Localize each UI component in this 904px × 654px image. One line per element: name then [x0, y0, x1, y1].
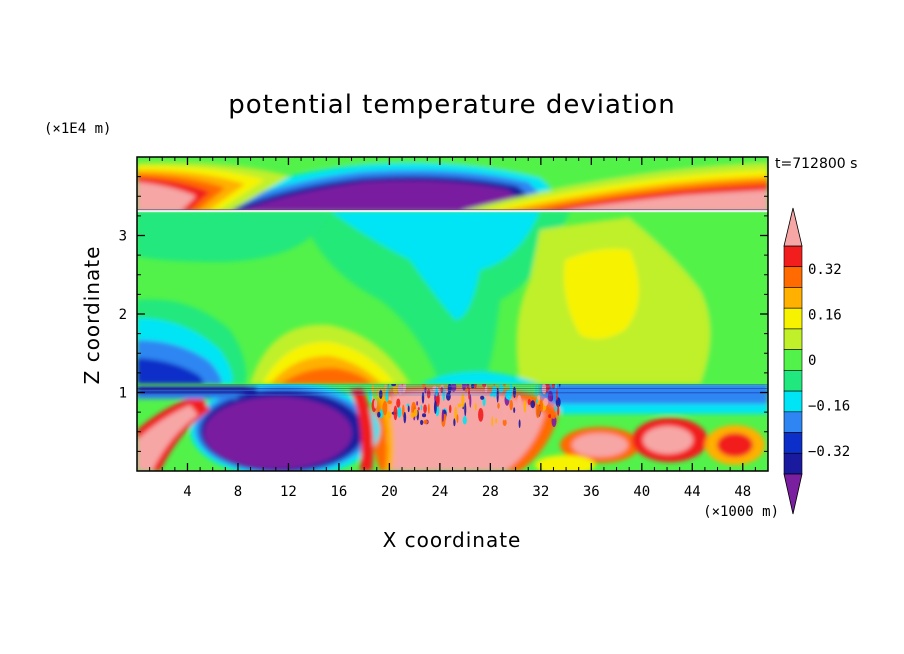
x-tick-label: 36	[583, 484, 600, 500]
time-label: t=712800 s	[775, 156, 857, 172]
x-tick-label: 12	[280, 484, 297, 500]
y-axis-label: Z coordinate	[80, 246, 104, 385]
colorbar-tick-label: 0	[808, 353, 816, 369]
x-tick-label: 24	[431, 484, 448, 500]
chart-title: potential temperature deviation	[228, 90, 675, 120]
x-tick-label: 32	[532, 484, 549, 500]
x-tick-label: 20	[381, 484, 398, 500]
x-unit-label: (×1000 m)	[703, 504, 779, 520]
x-tick-label: 16	[330, 484, 347, 500]
x-axis: 4 8 12 16 20 24 28 32 36 40 44 48	[149, 157, 756, 500]
x-tick-label: 4	[183, 484, 191, 500]
colorbar-tick-label: 0.32	[808, 262, 842, 278]
x-tick-label: 8	[234, 484, 242, 500]
y-unit-label: (×1E4 m)	[44, 121, 111, 137]
contour-field	[137, 157, 768, 471]
x-tick-label: 44	[684, 484, 701, 500]
x-tick-label: 48	[734, 484, 751, 500]
colorbar-swatch	[783, 432, 803, 454]
colorbar: 0.32 0.16 0 −0.16 −0.32	[783, 207, 850, 515]
colorbar-tick-label: −0.16	[808, 399, 850, 415]
x-axis-label: X coordinate	[383, 528, 522, 552]
y-tick-label: 3	[119, 229, 127, 245]
colorbar-swatch	[783, 287, 803, 309]
x-tick-label: 28	[482, 484, 499, 500]
colorbar-swatch	[783, 452, 803, 475]
colorbar-swatch	[783, 349, 803, 371]
colorbar-swatch	[783, 328, 803, 350]
x-tick-label: 40	[633, 484, 650, 500]
colorbar-tick-label: 0.16	[808, 307, 842, 323]
colorbar-extend-top	[783, 207, 803, 247]
colorbar-swatch	[783, 370, 803, 392]
colorbar-swatch	[783, 307, 803, 330]
y-tick-label: 1	[119, 386, 127, 402]
colorbar-swatch	[783, 411, 803, 433]
y-tick-label: 2	[119, 307, 127, 323]
colorbar-swatch	[783, 266, 803, 288]
y-axis: 1 2 3	[119, 176, 768, 452]
colorbar-swatch	[783, 245, 803, 268]
colorbar-extend-bottom	[783, 473, 803, 515]
colorbar-swatch	[783, 390, 803, 413]
colorbar-tick-label: −0.32	[808, 444, 850, 460]
